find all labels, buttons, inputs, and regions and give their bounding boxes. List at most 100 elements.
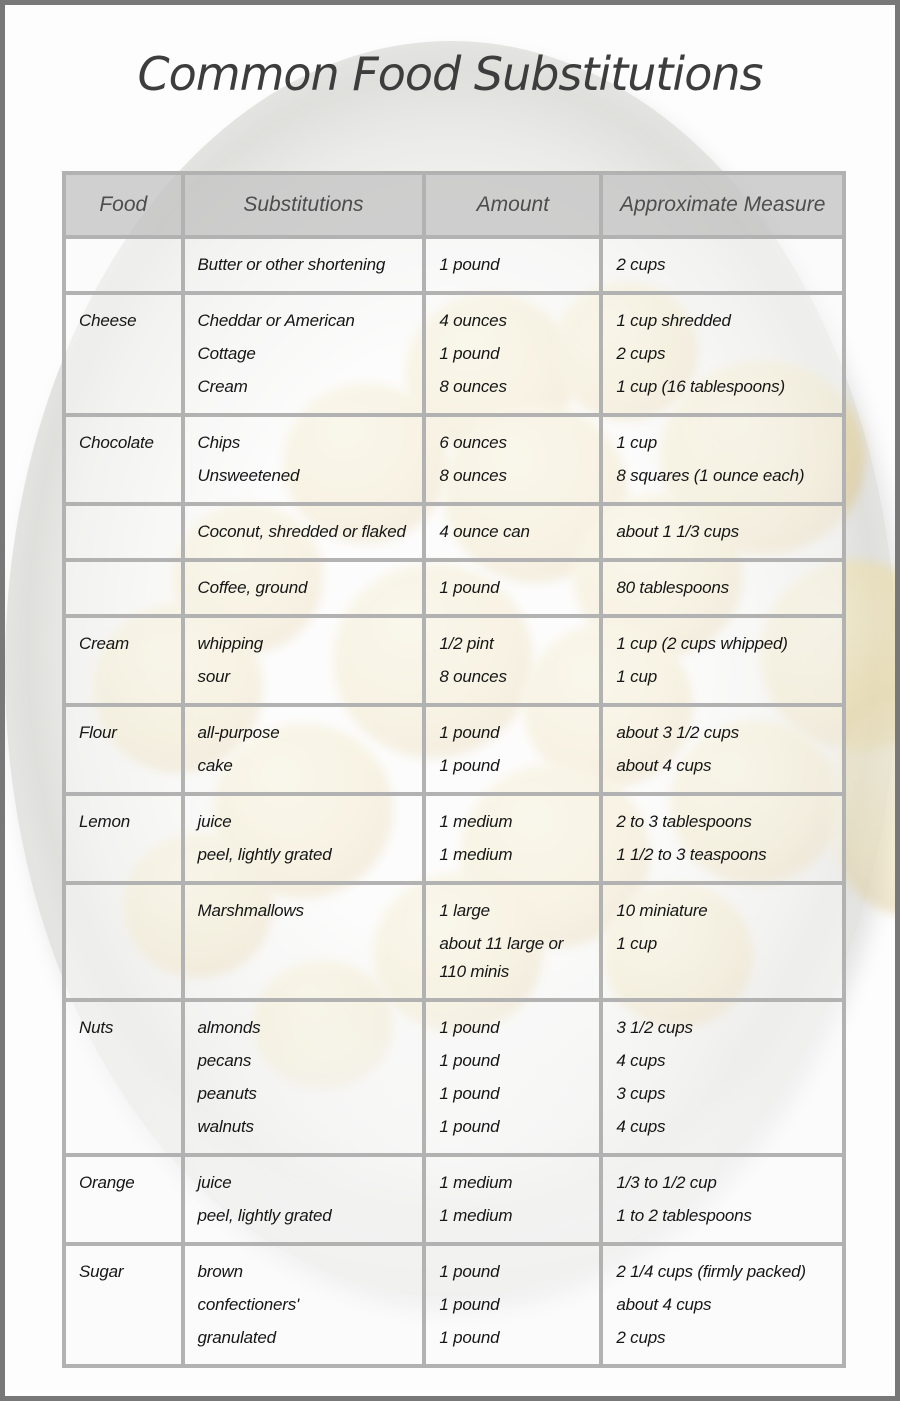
cell-line: 1 pound xyxy=(439,255,500,274)
measure-cell: 80 tablespoons xyxy=(601,560,844,616)
cell-line: 4 ounce can xyxy=(439,522,530,541)
substitutions-cell: Coffee, ground xyxy=(182,560,425,616)
food-cell xyxy=(64,560,183,616)
food-cell: Nuts xyxy=(64,1000,183,1155)
cell-line: 1 pound xyxy=(439,1051,500,1070)
substitutions-cell: juice peel, lightly grated xyxy=(182,1155,425,1244)
cell-line: 80 tablespoons xyxy=(616,578,729,597)
substitutions-cell: all-purpose cake xyxy=(182,705,425,794)
cell-line: peanuts xyxy=(197,1084,257,1103)
table-row: Coconut, shredded or flaked 4 ounce can … xyxy=(64,504,844,560)
cell-line: 2 1/4 cups (firmly packed) xyxy=(616,1262,806,1281)
cell-line: 8 squares (1 ounce each) xyxy=(616,466,805,485)
cell-line: juice xyxy=(197,1173,232,1192)
food-label: Cheese xyxy=(79,311,137,330)
food-cell: Cream xyxy=(64,616,183,705)
food-cell: Orange xyxy=(64,1155,183,1244)
substitutions-cell: almonds pecans peanuts walnuts xyxy=(182,1000,425,1155)
cell-line: walnuts xyxy=(197,1117,254,1136)
cell-line: confectioners' xyxy=(197,1295,300,1314)
food-label: Orange xyxy=(79,1173,135,1192)
substitutions-cell: brown confectioners' granulated xyxy=(182,1244,425,1366)
cell-line: 4 cups xyxy=(616,1051,666,1070)
substitutions-cell: juice peel, lightly grated xyxy=(182,794,425,883)
amount-cell: 1 pound xyxy=(424,560,602,616)
cell-line: about 4 cups xyxy=(616,756,712,775)
amount-cell: 1 large about 11 large or 110 minis xyxy=(424,883,602,1000)
cell-line: cake xyxy=(197,756,233,775)
food-label: Cream xyxy=(79,634,130,653)
cell-line: 1 1/2 to 3 teaspoons xyxy=(616,845,767,864)
substitutions-cell: Chips Unsweetened xyxy=(182,415,425,504)
food-cell: Chocolate xyxy=(64,415,183,504)
cell-line: 1 cup xyxy=(616,667,657,686)
amount-cell: 6 ounces 8 ounces xyxy=(424,415,602,504)
header-cell-substitutions: Substitutions xyxy=(182,173,425,237)
substitutions-cell: Butter or other shortening xyxy=(182,237,425,293)
table-row: Sugar brown confectioners' granulated 1 po… xyxy=(64,1244,844,1366)
cell-line: Coconut, shredded or flaked xyxy=(197,522,406,541)
cell-line: 6 ounces xyxy=(439,433,507,452)
cell-line: Unsweetened xyxy=(197,466,300,485)
measure-cell: 1/3 to 1/2 cup 1 to 2 tablespoons xyxy=(601,1155,844,1244)
measure-cell: 2 to 3 tablespoons 1 1/2 to 3 teaspoons xyxy=(601,794,844,883)
cell-line: granulated xyxy=(197,1328,277,1347)
measure-cell: 3 1/2 cups 4 cups 3 cups 4 cups xyxy=(601,1000,844,1155)
measure-cell: 10 miniature 1 cup xyxy=(601,883,844,1000)
table-row: Flour all-purpose cake 1 pound 1 pound abo… xyxy=(64,705,844,794)
amount-cell: 1 pound 1 pound 1 pound xyxy=(424,1244,602,1366)
cell-line: 2 cups xyxy=(616,1328,666,1347)
food-label: Nuts xyxy=(79,1018,114,1037)
cell-line: 4 cups xyxy=(616,1117,666,1136)
header-cell-amount: Amount xyxy=(424,173,602,237)
amount-cell: 1 pound 1 pound 1 pound 1 pound xyxy=(424,1000,602,1155)
cell-line: 1 pound xyxy=(439,344,500,363)
cell-line: 1 pound xyxy=(439,1084,500,1103)
food-cell xyxy=(64,237,183,293)
table-row: Butter or other shortening 1 pound 2 cup… xyxy=(64,237,844,293)
cell-line: Marshmallows xyxy=(197,901,304,920)
cell-line: peel, lightly grated xyxy=(197,845,332,864)
cell-line: all-purpose xyxy=(197,723,280,742)
cell-line: 1 cup xyxy=(616,934,657,953)
cell-line: about 1 1/3 cups xyxy=(616,522,739,541)
measure-cell: 1 cup shredded 2 cups 1 cup (16 tablespoon… xyxy=(601,293,844,415)
cell-line: about 11 large or 110 minis xyxy=(439,934,564,981)
cell-line: 1 large xyxy=(439,901,490,920)
amount-cell: 4 ounce can xyxy=(424,504,602,560)
header-cell-approximate-measure: Approximate Measure xyxy=(601,173,844,237)
amount-cell: 1 medium 1 medium xyxy=(424,794,602,883)
cell-line: 1 pound xyxy=(439,1018,500,1037)
measure-cell: about 3 1/2 cups about 4 cups xyxy=(601,705,844,794)
table-row: Lemon juice peel, lightly grated 1 medium… xyxy=(64,794,844,883)
food-cell: Lemon xyxy=(64,794,183,883)
cell-line: almonds xyxy=(197,1018,261,1037)
amount-cell: 1 pound xyxy=(424,237,602,293)
cell-line: 1 pound xyxy=(439,756,500,775)
table-row: Nuts almonds pecans peanuts walnuts 1 pound… xyxy=(64,1000,844,1155)
cell-line: 1 pound xyxy=(439,1295,500,1314)
substitutions-cell: Cheddar or American Cottage Cream xyxy=(182,293,425,415)
cell-line: 1 pound xyxy=(439,578,500,597)
header-cell-food: Food xyxy=(64,173,183,237)
cell-line: 3 cups xyxy=(616,1084,666,1103)
cell-line: 10 miniature xyxy=(616,901,708,920)
cell-line: 4 ounces xyxy=(439,311,507,330)
amount-cell: 4 ounces 1 pound 8 ounces xyxy=(424,293,602,415)
cell-line: brown xyxy=(197,1262,244,1281)
amount-cell: 1 pound 1 pound xyxy=(424,705,602,794)
substitutions-table: Food Substitutions Amount Approximate Me… xyxy=(62,171,846,1368)
food-cell: Cheese xyxy=(64,293,183,415)
cell-line: Cheddar or American xyxy=(197,311,355,330)
cell-line: 1/3 to 1/2 cup xyxy=(616,1173,717,1192)
cell-line: 8 ounces xyxy=(439,377,507,396)
food-cell: Sugar xyxy=(64,1244,183,1366)
measure-cell: 1 cup (2 cups whipped) 1 cup xyxy=(601,616,844,705)
measure-cell: 1 cup 8 squares (1 ounce each) xyxy=(601,415,844,504)
substitutions-cell: Marshmallows xyxy=(182,883,425,1000)
cell-line: 2 cups xyxy=(616,255,666,274)
cell-line: Cream xyxy=(197,377,248,396)
food-label: Lemon xyxy=(79,812,130,831)
cell-line: sour xyxy=(197,667,230,686)
